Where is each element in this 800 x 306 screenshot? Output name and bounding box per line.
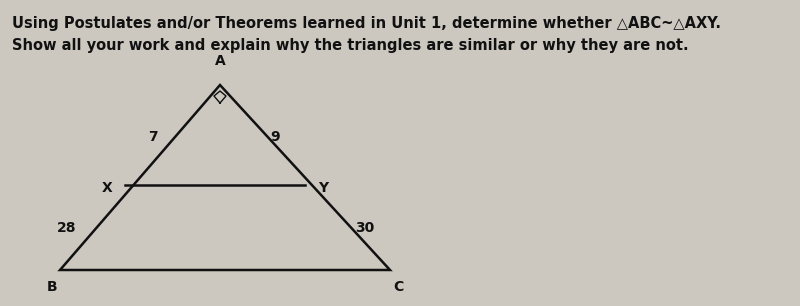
Text: 28: 28: [57, 221, 76, 235]
Text: X: X: [102, 181, 112, 195]
Text: 9: 9: [270, 130, 280, 144]
Text: Show all your work and explain why the triangles are similar or why they are not: Show all your work and explain why the t…: [12, 38, 689, 53]
Text: A: A: [214, 54, 226, 68]
Text: 30: 30: [355, 221, 374, 235]
Text: C: C: [393, 280, 403, 294]
Text: Y: Y: [318, 181, 328, 195]
Text: B: B: [46, 280, 58, 294]
Text: 7: 7: [148, 130, 158, 144]
Text: Using Postulates and/or Theorems learned in Unit 1, determine whether △ABC~△AXY.: Using Postulates and/or Theorems learned…: [12, 16, 721, 31]
